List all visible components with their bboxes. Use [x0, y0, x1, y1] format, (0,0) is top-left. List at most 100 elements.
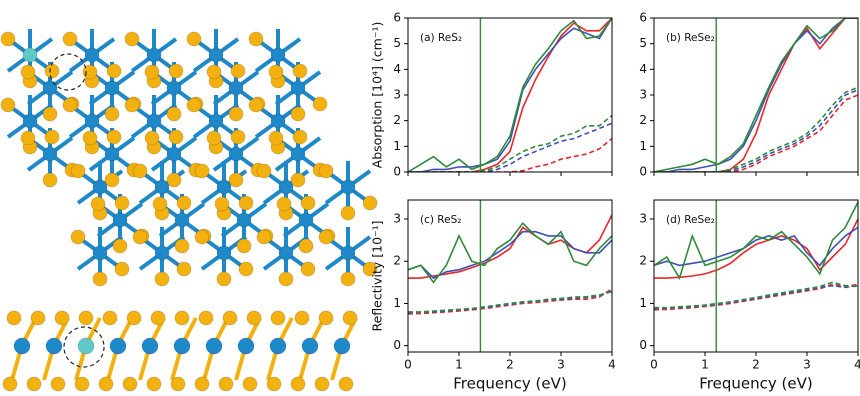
atom [363, 196, 377, 210]
atom [209, 48, 223, 62]
atom [319, 230, 333, 244]
atom [215, 197, 229, 211]
atom [151, 311, 165, 325]
atom [91, 197, 105, 211]
atom [175, 213, 189, 227]
atom [167, 81, 181, 95]
atom [206, 338, 222, 354]
series-line [654, 282, 858, 307]
atom [167, 147, 181, 161]
atom [105, 107, 119, 121]
atom [341, 272, 355, 286]
y-tick-label: 3 [393, 212, 401, 226]
y-tick-label: 0 [393, 165, 401, 179]
y-tick-label: 2 [393, 254, 401, 268]
atom [133, 164, 147, 178]
atom [23, 48, 37, 62]
atom [293, 64, 307, 78]
y-tick-label: 1 [393, 296, 401, 310]
atom [78, 338, 94, 354]
atom [293, 130, 307, 144]
atom [31, 311, 45, 325]
atom [142, 338, 158, 354]
atom [209, 114, 223, 128]
figure: 0123456(a) ReS₂Absorption [10⁴] (cm⁻¹)01… [0, 0, 860, 396]
atom [187, 32, 201, 46]
panel-label: (d) ReSe₂ [666, 214, 715, 226]
atom [113, 213, 127, 227]
atom [155, 272, 169, 286]
atom [279, 246, 293, 260]
atom [125, 98, 139, 112]
series-line [408, 116, 612, 173]
y-tick-label: 1 [639, 139, 647, 153]
atom [231, 130, 245, 144]
atom [155, 180, 169, 194]
atom [177, 196, 191, 210]
atom [127, 311, 141, 325]
y-tick-label: 0 [639, 338, 647, 352]
atom [249, 32, 263, 46]
atom [269, 131, 283, 145]
atom [229, 81, 243, 95]
atom [55, 311, 69, 325]
atom [217, 246, 231, 260]
series-line [654, 87, 858, 172]
y-tick-label: 3 [639, 212, 647, 226]
atom [93, 246, 107, 260]
atom [145, 65, 159, 79]
atom [123, 377, 137, 391]
series-line [408, 223, 612, 282]
atom [341, 206, 355, 220]
atom [277, 197, 291, 211]
atom [107, 130, 121, 144]
atom [223, 311, 237, 325]
atom [45, 130, 59, 144]
atom [270, 338, 286, 354]
y-tick-label: 5 [393, 36, 401, 50]
atom [167, 107, 181, 121]
atom [27, 377, 41, 391]
atom [75, 377, 89, 391]
x-tick-label: 1 [455, 358, 463, 372]
y-tick-label: 1 [639, 296, 647, 310]
x-tick-label: 0 [650, 358, 658, 372]
atom [341, 246, 355, 260]
atom [315, 377, 329, 391]
y-tick-label: 4 [639, 62, 647, 76]
atom [187, 98, 201, 112]
atom [171, 377, 185, 391]
atom [219, 377, 233, 391]
x-tick-label: 2 [506, 358, 514, 372]
atom [71, 164, 85, 178]
atom [125, 32, 139, 46]
atom [45, 64, 59, 78]
panel-label: (a) ReS₂ [420, 32, 462, 44]
atom [319, 311, 333, 325]
atom [105, 147, 119, 161]
y-tick-label: 6 [393, 11, 401, 25]
atom [43, 81, 57, 95]
atom [295, 311, 309, 325]
y-axis-label: Reflectivity [10⁻¹] [370, 220, 385, 331]
atom [313, 97, 327, 111]
x-axis-label: Frequency (eV) [453, 375, 566, 393]
y-tick-label: 2 [639, 254, 647, 268]
atom [83, 131, 97, 145]
atom [217, 180, 231, 194]
atom [319, 164, 333, 178]
x-tick-label: 3 [803, 358, 811, 372]
atom [115, 196, 129, 210]
atom [169, 64, 183, 78]
atom [71, 230, 85, 244]
atom [169, 130, 183, 144]
atom [99, 377, 113, 391]
atom [103, 311, 117, 325]
atom [177, 262, 191, 276]
atom [195, 377, 209, 391]
atom [238, 338, 254, 354]
y-tick-label: 3 [393, 88, 401, 102]
atom [271, 48, 285, 62]
atom [43, 173, 57, 187]
atom [113, 239, 127, 253]
